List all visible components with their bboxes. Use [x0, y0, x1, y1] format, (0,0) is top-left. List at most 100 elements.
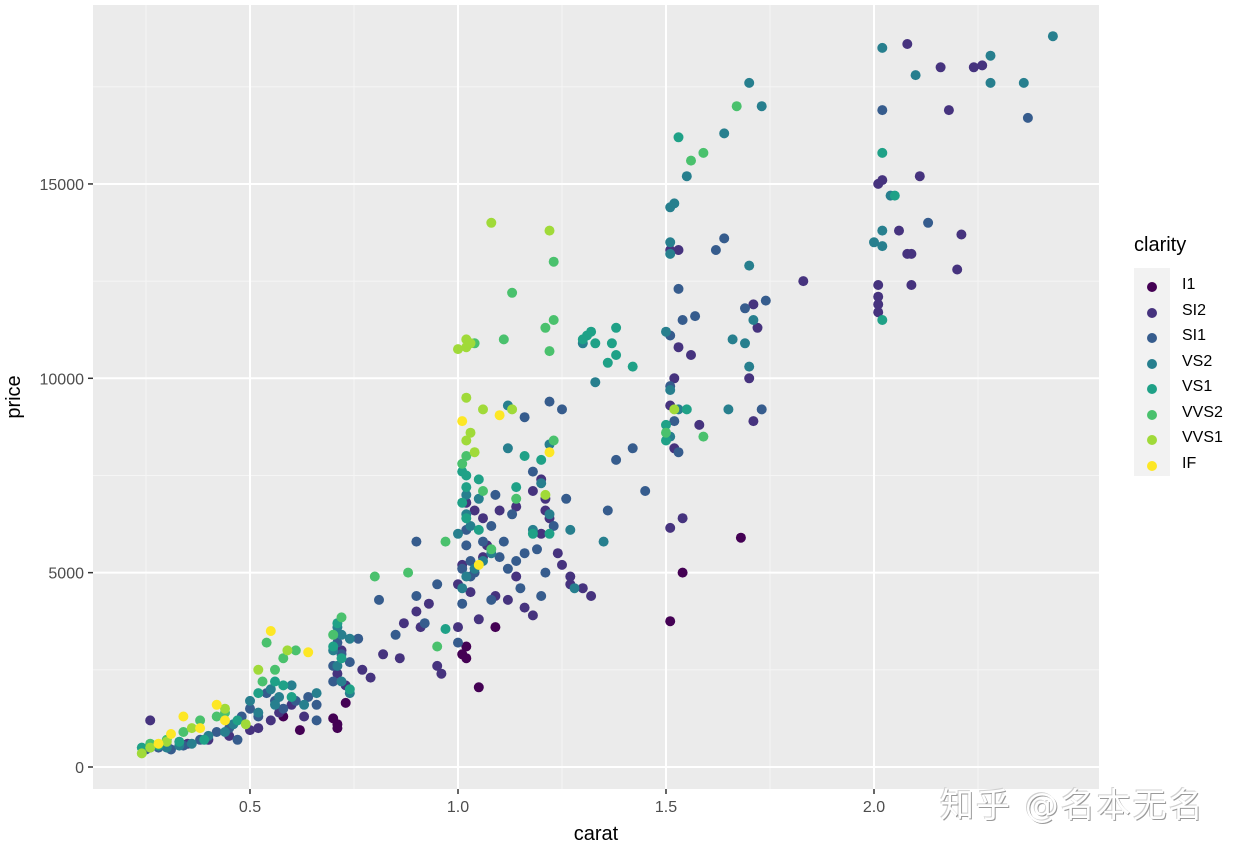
data-points — [136, 31, 1058, 759]
data-point-si2 — [527, 486, 538, 496]
data-point-vs1 — [606, 338, 617, 349]
legend-title: clarity — [1134, 234, 1187, 256]
data-point-si2 — [411, 606, 422, 617]
legend-dot-icon — [1147, 409, 1157, 420]
data-point-si2 — [968, 62, 979, 73]
data-point-if — [303, 647, 314, 658]
data-point-si2 — [511, 571, 522, 582]
legend-item-vs1: VS1 — [1134, 376, 1234, 401]
y-axis: 0 5000 10000 15000 — [40, 177, 93, 777]
data-point-si1 — [494, 552, 505, 563]
data-point-vvs1 — [145, 742, 156, 753]
data-point-vs1 — [440, 624, 451, 634]
data-point-if — [494, 410, 505, 421]
data-point-vs2 — [985, 50, 996, 61]
data-point-si1 — [490, 489, 501, 500]
data-point-vvs2 — [211, 711, 222, 722]
data-point-vvs1 — [461, 435, 472, 446]
legend-label: VS1 — [1182, 378, 1213, 395]
legend-dot-icon — [1147, 307, 1157, 318]
data-point-vvs2 — [440, 536, 451, 547]
data-point-si2 — [744, 373, 755, 384]
data-point-vvs2 — [698, 147, 709, 158]
data-point-vvs2 — [540, 322, 551, 333]
data-point-vs1 — [590, 338, 601, 349]
data-point-si1 — [611, 454, 622, 465]
data-point-vvs1 — [136, 748, 147, 759]
data-point-si1 — [311, 699, 322, 710]
data-point-si2 — [873, 307, 884, 318]
data-point-vs2 — [270, 699, 280, 710]
legend-item-si1: SI1 — [1134, 325, 1234, 350]
data-point-vs2 — [461, 571, 472, 582]
data-point-si2 — [577, 583, 588, 594]
data-point-si1 — [540, 567, 551, 578]
data-point-si2 — [873, 291, 884, 302]
data-point-si1 — [232, 734, 243, 745]
legend-dot-icon — [1147, 282, 1157, 292]
data-point-vs1 — [602, 357, 613, 368]
data-point-if — [265, 626, 276, 636]
data-point-vs1 — [681, 404, 692, 415]
legend-label: VS2 — [1182, 352, 1213, 370]
data-point-vs2 — [336, 676, 347, 687]
data-point-vs1 — [519, 451, 530, 461]
data-point-vvs2 — [195, 715, 206, 726]
data-point-vs2 — [299, 699, 310, 710]
data-point-vvs2 — [261, 637, 272, 648]
data-point-vs1 — [344, 684, 355, 695]
data-point-vvs1 — [478, 404, 488, 415]
data-point-si2 — [453, 622, 463, 633]
data-point-vs1 — [278, 680, 289, 691]
data-point-vs1 — [627, 361, 638, 372]
data-point-si1 — [478, 536, 488, 547]
data-point-vs2 — [536, 478, 547, 489]
data-point-vvs2 — [548, 435, 559, 446]
data-point-if — [473, 559, 484, 570]
data-point-vs2 — [665, 248, 676, 259]
data-point-vs1 — [611, 350, 622, 360]
data-point-vvs1 — [453, 344, 463, 355]
data-point-vvs2 — [511, 493, 522, 504]
data-point-vs2 — [877, 241, 888, 252]
data-point-si2 — [357, 664, 368, 675]
watermark: 知乎 @名本无名 — [940, 786, 1205, 826]
data-point-vs1 — [611, 322, 622, 333]
legend-dot-icon — [1147, 333, 1157, 343]
data-point-vvs1 — [161, 736, 172, 747]
data-point-si1 — [344, 657, 355, 668]
data-point-si2 — [465, 587, 476, 598]
y-tick-label: 10000 — [40, 371, 85, 388]
data-point-vs1 — [461, 482, 472, 493]
data-point-si2 — [511, 501, 522, 512]
data-point-si1 — [673, 447, 684, 458]
data-point-vs2 — [1047, 31, 1058, 42]
data-point-i1 — [461, 641, 472, 652]
data-point-si2 — [586, 591, 597, 601]
data-point-vvs1 — [486, 217, 497, 228]
data-point-vvs1 — [544, 225, 555, 236]
data-point-vvs2 — [328, 629, 339, 640]
data-point-vs2 — [719, 128, 730, 139]
data-point-vs1 — [473, 474, 484, 485]
data-point-vs2 — [253, 707, 264, 718]
data-point-si2 — [557, 559, 567, 570]
data-point-si2 — [378, 649, 389, 660]
data-point-si2 — [798, 276, 809, 287]
data-point-vs2 — [332, 660, 343, 671]
data-point-si1 — [245, 703, 255, 714]
data-point-vs1 — [511, 482, 522, 493]
data-point-vs1 — [461, 470, 472, 481]
data-point-si2 — [394, 653, 405, 664]
data-point-vs2 — [723, 404, 734, 415]
data-point-i1 — [332, 723, 343, 734]
data-point-si1 — [486, 521, 497, 531]
legend-label: SI2 — [1182, 301, 1207, 319]
data-point-si1 — [278, 703, 289, 714]
data-point-vvs2 — [178, 727, 189, 737]
data-point-si2 — [565, 571, 576, 582]
data-point-vs2 — [910, 70, 921, 81]
data-point-vvs1 — [465, 338, 476, 349]
data-point-vs2 — [465, 521, 476, 531]
data-point-vs2 — [665, 237, 676, 248]
